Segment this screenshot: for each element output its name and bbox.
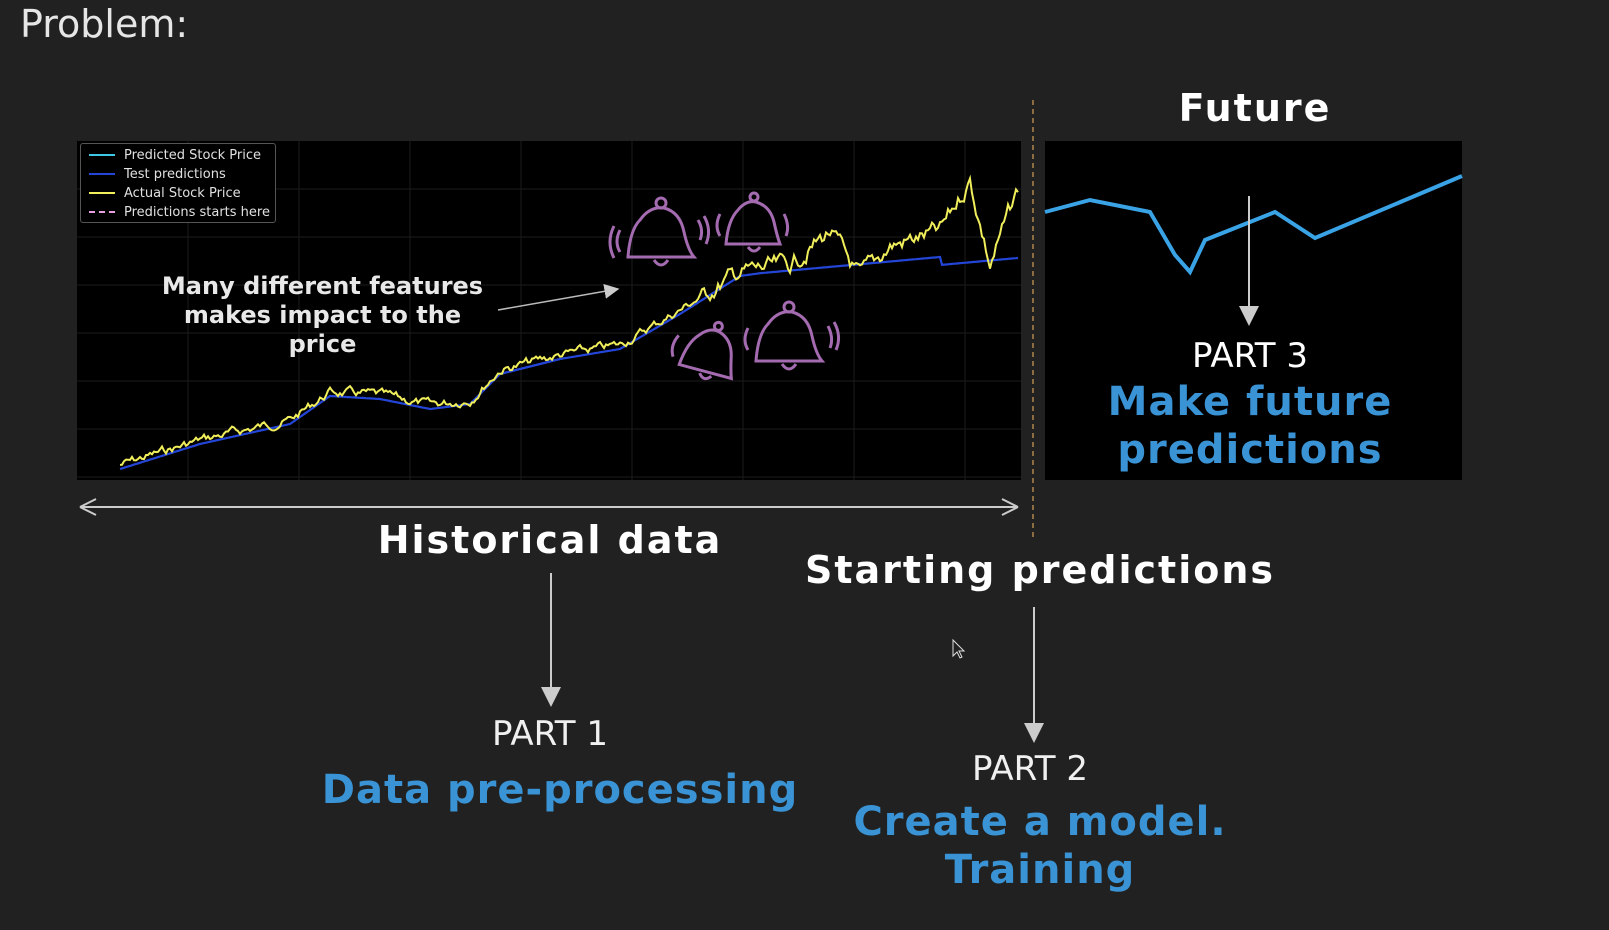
part3-desc-line1: Make future	[1107, 379, 1393, 425]
actual-stock-price-line	[119, 174, 1019, 466]
legend-item-test: Test predictions	[89, 165, 226, 183]
legend-item-prediction-start: Predictions starts here	[89, 203, 270, 221]
part3-desc-line2: predictions	[1117, 427, 1383, 473]
part2-label: PART 2	[972, 749, 1088, 789]
part2-description: Create a model. Training	[820, 798, 1260, 894]
legend-item-actual: Actual Stock Price	[89, 184, 241, 202]
bell-icon	[743, 300, 841, 371]
legend-label: Actual Stock Price	[124, 185, 241, 201]
part2-desc-line2: Training	[944, 847, 1136, 893]
legend-label: Test predictions	[124, 166, 226, 182]
chart-legend: Predicted Stock Price Test predictions A…	[80, 143, 276, 223]
part1-description: Data pre-processing	[321, 767, 799, 813]
bell-icon	[670, 320, 734, 381]
bell-icon	[715, 191, 790, 253]
future-title: Future	[1178, 86, 1332, 130]
part3-description: Make future predictions	[1080, 378, 1420, 474]
historical-data-label: Historical data	[377, 518, 723, 562]
starting-predictions-label: Starting predictions	[804, 548, 1276, 592]
part2-desc-line1: Create a model.	[853, 799, 1227, 845]
features-arrow	[497, 283, 620, 311]
legend-label: Predicted Stock Price	[124, 147, 261, 163]
legend-label: Predictions starts here	[124, 204, 270, 220]
bell-icon	[608, 196, 711, 267]
part1-label: PART 1	[492, 714, 608, 754]
slide-title: Problem:	[20, 2, 189, 46]
part3-label: PART 3	[1192, 336, 1308, 376]
mouse-pointer-icon	[952, 638, 966, 659]
future-prediction-line	[1044, 174, 1463, 276]
legend-item-predicted: Predicted Stock Price	[89, 146, 261, 164]
chart-grid	[77, 141, 1021, 480]
features-note: Many different features makes impact to …	[161, 272, 484, 358]
